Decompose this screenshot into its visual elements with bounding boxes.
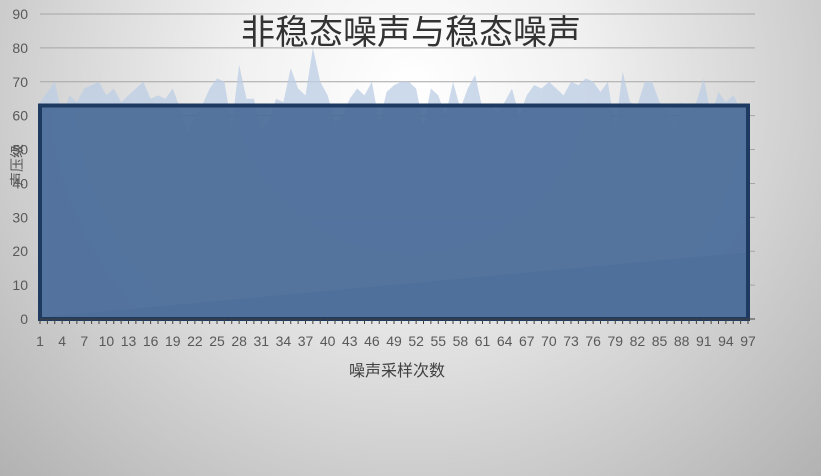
x-tick-label: 22 <box>187 333 203 349</box>
x-tick-label: 1 <box>36 333 44 349</box>
y-tick-label: 0 <box>20 311 28 327</box>
y-axis: 0 10 20 30 40 50 60 70 80 90 <box>12 6 28 327</box>
x-tick-label: 91 <box>696 333 712 349</box>
x-tick-label: 7 <box>80 333 88 349</box>
series-area-3 <box>38 103 750 321</box>
y-tick-label: 70 <box>12 74 28 90</box>
x-tick-label: 82 <box>630 333 646 349</box>
y-tick-label: 20 <box>12 243 28 259</box>
x-tick-label: 28 <box>231 333 247 349</box>
x-tick-label: 37 <box>298 333 314 349</box>
x-tick-label: 16 <box>143 333 159 349</box>
x-tick-label: 52 <box>408 333 424 349</box>
y-tick-label: 80 <box>12 40 28 56</box>
x-tick-label: 4 <box>58 333 66 349</box>
x-tick-label: 10 <box>99 333 115 349</box>
x-tick-label: 34 <box>276 333 292 349</box>
y-axis-title: 声压级 <box>10 144 26 186</box>
x-tick-label: 73 <box>563 333 579 349</box>
y-tick-label: 60 <box>12 108 28 124</box>
y-tick-label: 10 <box>12 277 28 293</box>
x-tick-label: 40 <box>320 333 336 349</box>
x-tick-label: 67 <box>519 333 535 349</box>
x-tick-label: 49 <box>386 333 402 349</box>
x-tick-label: 70 <box>541 333 557 349</box>
x-tick-label: 64 <box>497 333 513 349</box>
x-tick-label: 31 <box>253 333 269 349</box>
x-tick-label: 88 <box>674 333 690 349</box>
x-tick-label: 61 <box>475 333 491 349</box>
x-axis-title: 噪声采样次数 <box>349 361 445 380</box>
x-tick-label: 13 <box>121 333 137 349</box>
x-tick-label: 97 <box>740 333 756 349</box>
x-tick-label: 25 <box>209 333 225 349</box>
plot-area <box>38 47 750 321</box>
x-tick-label: 58 <box>453 333 469 349</box>
y-tick-label: 90 <box>12 6 28 22</box>
x-tick-label: 19 <box>165 333 181 349</box>
x-tick-label: 79 <box>607 333 623 349</box>
x-tick-label: 85 <box>652 333 668 349</box>
x-tick-label: 55 <box>430 333 446 349</box>
chart-title: 非稳态噪声与稳态噪声 <box>241 13 581 53</box>
y-tick-label: 40 <box>12 175 28 191</box>
y-tick-label: 30 <box>12 209 28 225</box>
x-tick-label: 43 <box>342 333 358 349</box>
x-tick-label: 76 <box>585 333 601 349</box>
x-tick-label: 94 <box>718 333 734 349</box>
y-tick-label: 50 <box>12 142 28 158</box>
x-tick-labels: 1 4 7 10 13 16 19 22 25 28 31 34 37 40 43 46 49 52 55 58 61 6… <box>36 333 756 349</box>
x-axis <box>39 318 755 324</box>
x-tick-label: 46 <box>364 333 380 349</box>
